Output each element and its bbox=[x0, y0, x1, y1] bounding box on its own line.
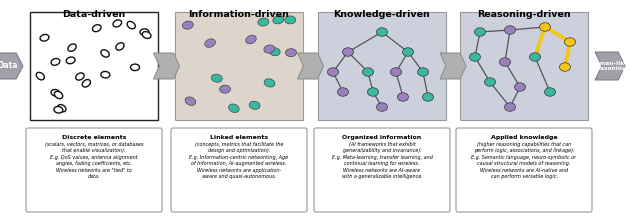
Ellipse shape bbox=[376, 103, 387, 111]
Ellipse shape bbox=[285, 49, 296, 57]
Ellipse shape bbox=[92, 25, 101, 32]
Ellipse shape bbox=[127, 21, 136, 29]
Ellipse shape bbox=[515, 83, 525, 91]
Ellipse shape bbox=[220, 85, 230, 93]
Ellipse shape bbox=[540, 23, 550, 31]
Text: Data-driven: Data-driven bbox=[62, 10, 125, 19]
Ellipse shape bbox=[142, 32, 151, 38]
Ellipse shape bbox=[422, 93, 433, 101]
Text: (concepts, metrics that facilitate the
design and optimization):
E.g. Informatio: (concepts, metrics that facilitate the d… bbox=[189, 142, 289, 179]
Ellipse shape bbox=[564, 38, 575, 46]
Text: Reasoning-driven: Reasoning-driven bbox=[477, 10, 571, 19]
FancyBboxPatch shape bbox=[171, 128, 307, 212]
Text: (higher reasoning capabilities that can
perform logic, associations, and linkage: (higher reasoning capabilities that can … bbox=[472, 142, 577, 179]
Ellipse shape bbox=[131, 64, 140, 71]
Text: (scalars, vectors, matrices, or databases
that enable visualization):
E.g. QoS v: (scalars, vectors, matrices, or database… bbox=[45, 142, 143, 179]
Ellipse shape bbox=[228, 104, 239, 113]
Ellipse shape bbox=[273, 16, 284, 24]
Text: Discrete elements: Discrete elements bbox=[62, 135, 126, 140]
FancyBboxPatch shape bbox=[175, 12, 303, 120]
Polygon shape bbox=[595, 52, 625, 80]
Ellipse shape bbox=[116, 43, 124, 50]
Ellipse shape bbox=[328, 68, 339, 76]
Text: Linked elements: Linked elements bbox=[210, 135, 268, 140]
Polygon shape bbox=[0, 53, 23, 79]
Ellipse shape bbox=[54, 91, 63, 99]
Ellipse shape bbox=[264, 79, 275, 87]
FancyBboxPatch shape bbox=[26, 128, 162, 212]
FancyBboxPatch shape bbox=[460, 12, 588, 120]
Ellipse shape bbox=[68, 44, 76, 51]
FancyBboxPatch shape bbox=[456, 128, 592, 212]
Ellipse shape bbox=[58, 105, 66, 112]
Ellipse shape bbox=[101, 71, 110, 78]
Ellipse shape bbox=[342, 48, 353, 56]
Ellipse shape bbox=[269, 48, 280, 56]
Ellipse shape bbox=[545, 88, 556, 96]
Ellipse shape bbox=[337, 88, 349, 96]
Ellipse shape bbox=[249, 101, 260, 109]
Text: Organized information: Organized information bbox=[342, 135, 422, 140]
Ellipse shape bbox=[474, 28, 486, 36]
Ellipse shape bbox=[376, 28, 387, 36]
Ellipse shape bbox=[417, 68, 429, 76]
Ellipse shape bbox=[390, 68, 401, 76]
Ellipse shape bbox=[185, 97, 196, 105]
Ellipse shape bbox=[367, 88, 378, 96]
Ellipse shape bbox=[403, 48, 413, 56]
Ellipse shape bbox=[83, 79, 90, 87]
Ellipse shape bbox=[285, 16, 296, 24]
Ellipse shape bbox=[504, 26, 515, 34]
Ellipse shape bbox=[559, 63, 570, 71]
Ellipse shape bbox=[51, 89, 60, 96]
Ellipse shape bbox=[529, 53, 541, 61]
Ellipse shape bbox=[397, 93, 408, 101]
Text: Applied knowledge: Applied knowledge bbox=[491, 135, 557, 140]
Ellipse shape bbox=[76, 73, 84, 80]
Ellipse shape bbox=[140, 29, 149, 35]
Ellipse shape bbox=[101, 50, 109, 57]
Ellipse shape bbox=[113, 20, 122, 27]
Text: Knowledge-driven: Knowledge-driven bbox=[333, 10, 430, 19]
Text: Human-like
reasoning: Human-like reasoning bbox=[591, 61, 629, 71]
Polygon shape bbox=[440, 53, 466, 79]
Ellipse shape bbox=[54, 106, 63, 113]
FancyBboxPatch shape bbox=[30, 12, 158, 120]
Ellipse shape bbox=[66, 57, 75, 64]
Ellipse shape bbox=[504, 103, 515, 111]
Polygon shape bbox=[298, 53, 323, 79]
Ellipse shape bbox=[211, 74, 222, 82]
Ellipse shape bbox=[36, 72, 44, 80]
Text: Data: Data bbox=[0, 62, 19, 70]
Ellipse shape bbox=[499, 58, 511, 66]
Ellipse shape bbox=[40, 34, 49, 41]
Ellipse shape bbox=[362, 68, 374, 76]
Polygon shape bbox=[154, 53, 179, 79]
Ellipse shape bbox=[51, 59, 60, 65]
Text: Information-driven: Information-driven bbox=[189, 10, 289, 19]
Ellipse shape bbox=[182, 21, 193, 29]
FancyBboxPatch shape bbox=[318, 12, 446, 120]
Ellipse shape bbox=[264, 45, 275, 53]
Text: (AI frameworks that exhibit
generalizability and invariance):
E.g. Meta-learning: (AI frameworks that exhibit generalizabi… bbox=[332, 142, 433, 179]
Ellipse shape bbox=[470, 53, 481, 61]
Ellipse shape bbox=[205, 39, 216, 47]
Ellipse shape bbox=[258, 18, 269, 26]
Ellipse shape bbox=[246, 35, 256, 44]
Ellipse shape bbox=[484, 78, 495, 86]
FancyBboxPatch shape bbox=[314, 128, 450, 212]
